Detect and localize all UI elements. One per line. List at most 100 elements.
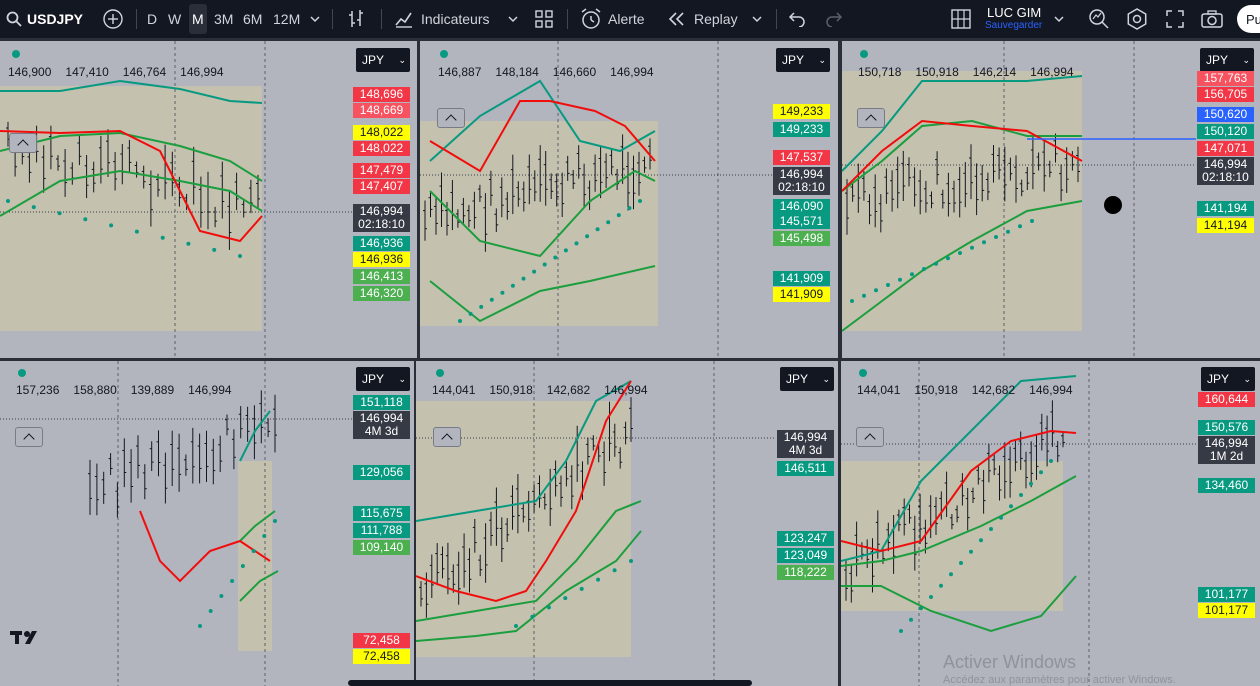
price-level-label: 123,247: [777, 531, 834, 546]
collapse-legend-button[interactable]: [9, 133, 37, 153]
price-value: 146,320: [359, 286, 404, 300]
chevron-down-icon: ⌄: [822, 374, 830, 384]
redo-icon: [826, 12, 843, 27]
price-level-label: 147,407: [353, 179, 410, 194]
currency-select-button[interactable]: JPY ⌄: [780, 367, 834, 391]
market-status-dot: [859, 369, 867, 377]
collapse-legend-button[interactable]: [437, 108, 465, 128]
market-status-dot: [12, 50, 20, 58]
price-value: 156,705: [1203, 87, 1248, 101]
price-chart-plot[interactable]: [416, 361, 838, 686]
layout-name-menu[interactable]: LUC GIM Sauvegarder: [985, 0, 1065, 38]
chart-type-button[interactable]: [346, 0, 368, 38]
currency-select-button[interactable]: JPY ⌄: [1200, 48, 1254, 72]
currency-select-button[interactable]: JPY ⌄: [776, 48, 830, 72]
price-level-label: 118,222: [777, 565, 834, 580]
layout-select-button[interactable]: [951, 0, 973, 38]
ohlc-value: 147,410: [65, 65, 109, 79]
price-value: 146,936: [359, 252, 404, 266]
redo-button[interactable]: [825, 0, 843, 38]
indicators-button[interactable]: Indicateurs: [394, 0, 524, 38]
chart-pane-3[interactable]: 150,718 150,918 146,214 146,994 JPY ⌄ 157,763 1…: [842, 41, 1260, 358]
price-value: 148,022: [359, 125, 404, 139]
price-level-label: 151,118: [353, 395, 410, 410]
price-level-label: 72,458: [353, 633, 410, 648]
price-value: 141,909: [779, 271, 824, 285]
ohlc-value: 146,994: [1029, 383, 1073, 397]
interval-m[interactable]: M: [192, 11, 204, 27]
snapshot-button[interactable]: [1201, 0, 1223, 38]
compare-symbol-button[interactable]: [102, 0, 126, 38]
layout-grid-icon: [951, 9, 971, 29]
price-chart-plot[interactable]: [420, 41, 838, 358]
countdown-value: 02:18:10: [778, 180, 825, 194]
interval-6m[interactable]: 6M: [243, 11, 263, 27]
ohlc-value: 146,994: [1030, 65, 1074, 79]
chart-pane-6[interactable]: 144,041 150,918 142,682 146,994 JPY ⌄ 160,644 1…: [841, 361, 1260, 686]
interval-w[interactable]: W: [168, 11, 182, 27]
chart-pane-1[interactable]: 146,900 147,410 146,764 146,994 JPY ⌄ 148,696 1…: [0, 41, 417, 358]
ohlc-value: 146,660: [552, 65, 597, 79]
price-chart-plot[interactable]: [0, 361, 414, 686]
settings-button[interactable]: [1126, 0, 1148, 38]
price-value: 141,909: [779, 287, 824, 301]
interval-dropdown[interactable]: [309, 0, 323, 38]
price-level-label: 72,458: [353, 649, 410, 664]
ohlc-value: 142,682: [546, 383, 591, 397]
price-value: 148,669: [359, 103, 404, 117]
collapse-legend-button[interactable]: [433, 427, 461, 447]
horizontal-scrollbar[interactable]: [348, 680, 752, 686]
price-level-label: 145,498: [773, 231, 830, 246]
ohlc-value: 146,994: [604, 383, 648, 397]
interval-3m[interactable]: 3M: [214, 11, 234, 27]
price-value: 72,458: [363, 649, 400, 663]
price-value: 148,696: [359, 87, 404, 101]
price-level-label: 129,056: [353, 465, 410, 480]
ohlc-values: 146,900 147,410 146,764 146,994: [8, 65, 238, 79]
current-price-label: 146,994 1M 2d: [1198, 436, 1255, 464]
price-value: 147,537: [779, 150, 824, 164]
chart-pane-5[interactable]: 144,041 150,918 142,682 146,994 JPY ⌄ 146,994 4…: [416, 361, 838, 686]
ohlc-value: 150,918: [914, 383, 958, 397]
chevron-down-icon: ⌄: [1243, 374, 1251, 384]
price-level-label: 148,696: [353, 87, 410, 102]
alarm-clock-icon: [581, 8, 601, 29]
collapse-legend-button[interactable]: [15, 427, 43, 447]
collapse-legend-button[interactable]: [857, 108, 885, 128]
current-price-label: 146,994 02:18:10: [1197, 157, 1254, 185]
price-level-label: 101,177: [1198, 603, 1255, 618]
interval-d[interactable]: D: [147, 11, 158, 27]
interval-12m[interactable]: 12M: [273, 11, 301, 27]
replay-label: Replay: [694, 11, 738, 27]
price-value: 145,571: [779, 214, 824, 228]
currency-select-button[interactable]: JPY ⌄: [356, 367, 410, 391]
templates-button[interactable]: [535, 0, 555, 38]
price-level-label: 150,620: [1197, 107, 1254, 122]
zoom-search-icon: [1089, 9, 1109, 29]
chart-pane-4[interactable]: 157,236 158,880 139,889 146,994 JPY ⌄ 151,118 1…: [0, 361, 414, 686]
price-value: 146,994: [359, 204, 404, 218]
ohlc-value: 144,041: [857, 383, 901, 397]
quick-search-button[interactable]: [1088, 0, 1110, 38]
replay-button[interactable]: Replay: [668, 0, 768, 38]
ohlc-value: 150,718: [858, 65, 902, 79]
price-value: 146,994: [1203, 157, 1248, 171]
price-level-label: 156,705: [1197, 87, 1254, 102]
chevron-down-icon: [508, 16, 518, 23]
currency-select-button[interactable]: JPY ⌄: [1201, 367, 1255, 391]
fullscreen-button[interactable]: [1166, 0, 1186, 38]
price-value: 123,247: [783, 531, 828, 545]
currency-select-button[interactable]: JPY ⌄: [356, 48, 410, 72]
price-chart-plot[interactable]: [0, 41, 417, 358]
ohlc-value: 146,900: [8, 65, 52, 79]
collapse-legend-button[interactable]: [856, 427, 884, 447]
price-chart-plot[interactable]: [841, 361, 1260, 686]
chevron-down-icon: ⌄: [398, 374, 406, 384]
publish-button[interactable]: Pu: [1237, 5, 1260, 33]
undo-button[interactable]: [788, 0, 806, 38]
ohlc-value: 142,682: [971, 383, 1016, 397]
chart-pane-2[interactable]: 146,887 148,184 146,660 146,994 JPY ⌄ 149,233 1…: [420, 41, 838, 358]
price-level-label: 160,644: [1198, 392, 1255, 407]
alert-button[interactable]: Alerte: [580, 0, 650, 38]
countdown-value: 4M 3d: [364, 424, 399, 438]
